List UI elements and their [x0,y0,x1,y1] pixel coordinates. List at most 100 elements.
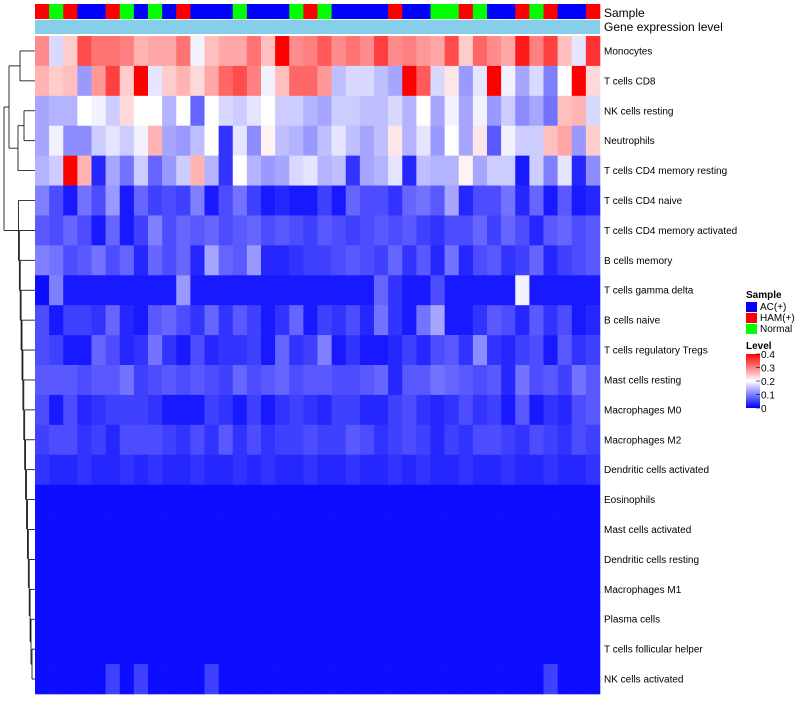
heatmap-cell [529,125,544,156]
heatmap-cell [317,454,332,485]
heatmap-cell [543,245,558,276]
heatmap-cell [246,454,262,485]
sample-annotation-cell [218,4,234,19]
heatmap-cell [317,335,332,366]
heatmap-cell [91,544,106,575]
heatmap-cell [261,604,276,635]
heatmap-cell [458,305,474,336]
heatmap-cell [388,634,403,665]
heatmap-cell [529,245,544,276]
heatmap-cell [91,335,106,366]
heatmap-cell [557,245,573,276]
heatmap-cell [416,245,431,276]
heatmap-cell [472,215,488,246]
heatmap-cell [77,544,92,575]
heatmap-cell [430,514,445,545]
heatmap-cell [487,365,502,396]
heatmap-cell [148,305,163,336]
heatmap-cell [331,394,347,426]
heatmap-cell [458,454,474,485]
heatmap-cell [317,155,332,186]
heatmap-cell [529,484,544,515]
heatmap-cell [529,634,544,665]
heatmap-cell [402,275,417,306]
heatmap-cell [402,604,417,635]
heatmap-cell [585,65,601,97]
sample-annotation-cell [35,4,50,19]
heatmap-cell [345,604,361,635]
row-label: T cells gamma delta [604,286,694,297]
heatmap-cell [543,394,558,426]
heatmap-cell [77,275,92,306]
heatmap-cell [49,365,64,396]
heatmap-cell [487,664,502,695]
heatmap-cell [585,185,601,216]
heatmap-cell [261,155,276,186]
heatmap-cell [543,544,558,575]
heatmap-cell [246,544,262,575]
heatmap-cell [275,365,290,396]
heatmap-cell [148,484,163,515]
heatmap-cell [317,95,332,127]
heatmap-cell [359,275,375,306]
heatmap-cell [190,95,205,127]
heatmap-cell [402,664,417,695]
row-label: Macrophages M0 [604,405,682,416]
heatmap-cell [176,574,191,605]
heatmap-cell [91,155,106,186]
heatmap-cell [246,215,262,246]
heatmap-cell [133,125,149,156]
heatmap-cell [190,65,205,97]
heatmap-cell [162,514,177,545]
heatmap-cell [501,36,516,67]
heatmap-cell [35,155,50,186]
heatmap-cell [303,514,318,545]
heatmap-cell [232,454,248,485]
level-legend-tick-label: 0 [761,404,767,415]
heatmap-cell [543,65,558,97]
heatmap-cell [133,574,149,605]
heatmap-cell [162,245,177,276]
heatmap-cell [190,365,205,396]
heatmap-cell [359,454,375,485]
heatmap-cell [585,664,601,695]
heatmap-cell [275,155,290,186]
heatmap-cell [571,215,587,246]
heatmap-cell [176,185,191,216]
heatmap-cell [91,245,106,276]
heatmap-cell [232,95,248,127]
heatmap-cell [472,155,488,186]
row-label: Mast cells resting [604,375,681,386]
heatmap-cell [402,305,417,336]
heatmap-cell [501,125,516,156]
heatmap-cell [261,305,276,336]
heatmap-cell [162,215,177,246]
heatmap-cell [444,65,460,97]
heatmap-cell [374,604,389,635]
heatmap-cell [472,305,488,336]
heatmap-cell [317,245,332,276]
heatmap-cell [388,424,403,456]
heatmap-cell [232,36,248,67]
heatmap-cell [317,185,332,216]
heatmap-cell [204,125,219,156]
sample-annotation-cell [458,4,474,19]
heatmap-cell [232,185,248,216]
heatmap-cell [487,634,502,665]
heatmap-cell [148,275,163,306]
heatmap-cell [430,664,445,695]
heatmap-cell [402,245,417,276]
heatmap-cell [585,305,601,336]
heatmap-cell [261,335,276,366]
heatmap-cell [105,155,121,186]
heatmap-cell [543,634,558,665]
heatmap-cell [585,125,601,156]
heatmap-cell [374,185,389,216]
heatmap-cell [472,125,488,156]
heatmap-cell [133,155,149,186]
heatmap-cell [515,574,530,605]
heatmap-cell [416,514,431,545]
heatmap-cell [388,604,403,635]
heatmap-cell [176,215,191,246]
heatmap-cell [374,574,389,605]
